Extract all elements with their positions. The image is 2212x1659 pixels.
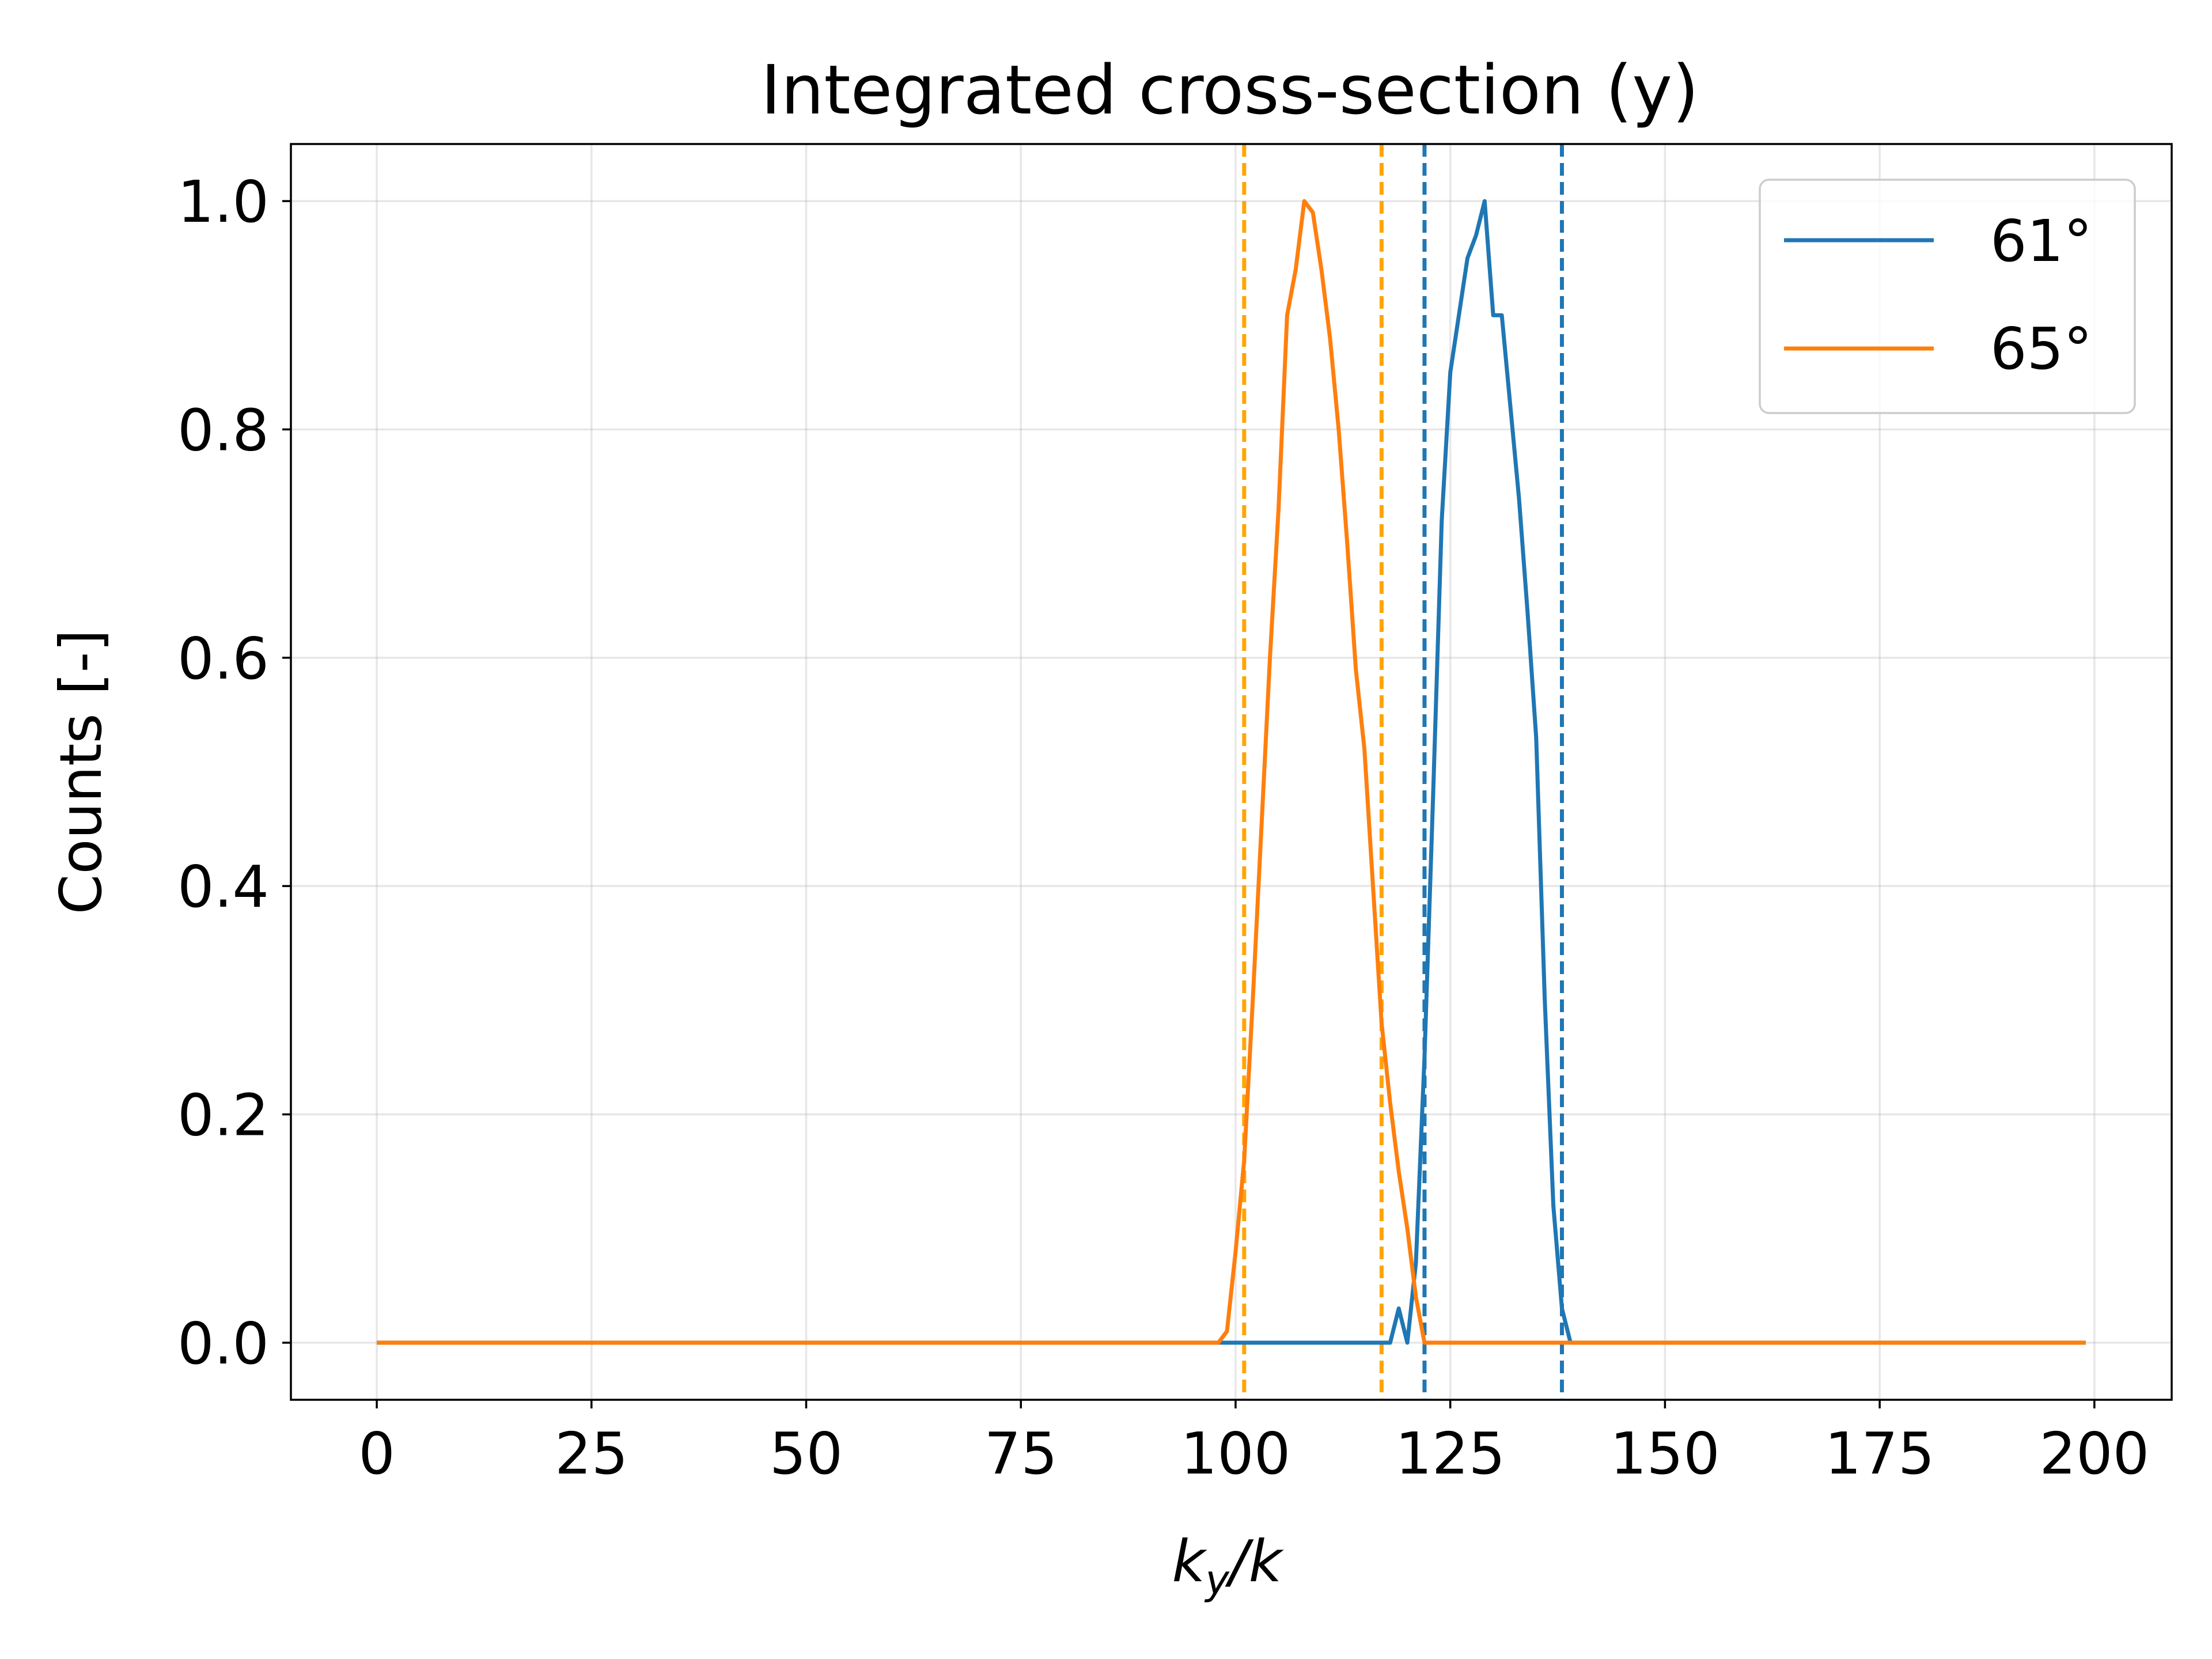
y-tick-label: 1.0 xyxy=(177,168,269,236)
series-lines xyxy=(377,199,2086,1345)
legend: 61° 65° xyxy=(1759,179,2136,414)
vertical-reference-lines xyxy=(1242,144,1564,1400)
x-axis-label-subscript: y xyxy=(1204,1556,1230,1604)
x-tick-label: 175 xyxy=(1825,1420,1935,1487)
series-line-0 xyxy=(377,199,2086,1345)
x-axis-label-k: k xyxy=(1172,1528,1208,1595)
x-axis-label-denominator: /k xyxy=(1225,1528,1285,1595)
legend-box xyxy=(1759,179,2136,414)
y-axis-label: Counts [-] xyxy=(47,630,115,915)
x-tick-label: 50 xyxy=(770,1420,843,1487)
y-tick-label: 0.8 xyxy=(177,396,269,464)
x-tick-label: 125 xyxy=(1395,1420,1505,1487)
plot-frame xyxy=(290,143,2173,1401)
y-tick-label: 0.6 xyxy=(177,625,269,692)
y-tick-label: 0.0 xyxy=(177,1310,269,1377)
legend-label-61: 61° xyxy=(1990,207,2092,275)
x-tick-label: 150 xyxy=(1610,1420,1720,1487)
x-tick-label: 100 xyxy=(1181,1420,1291,1487)
x-tick-label: 0 xyxy=(358,1420,395,1487)
axis-ticks: 0 25 50 75 100 125 150 175 200 0.0 0.2 0.4 0.6 0.8 1.0 xyxy=(177,168,2149,1487)
x-axis-label: ky/k xyxy=(1172,1528,1285,1604)
y-tick-label: 0.4 xyxy=(177,853,269,921)
x-tick-label: 25 xyxy=(555,1420,628,1487)
x-tick-label: 75 xyxy=(984,1420,1058,1487)
chart-title: Integrated cross-section (y) xyxy=(761,50,1699,130)
y-tick-label: 0.2 xyxy=(177,1082,269,1149)
series-line-1 xyxy=(377,199,2086,1345)
x-tick-label: 200 xyxy=(2039,1420,2149,1487)
legend-label-65: 65° xyxy=(1990,315,2092,382)
